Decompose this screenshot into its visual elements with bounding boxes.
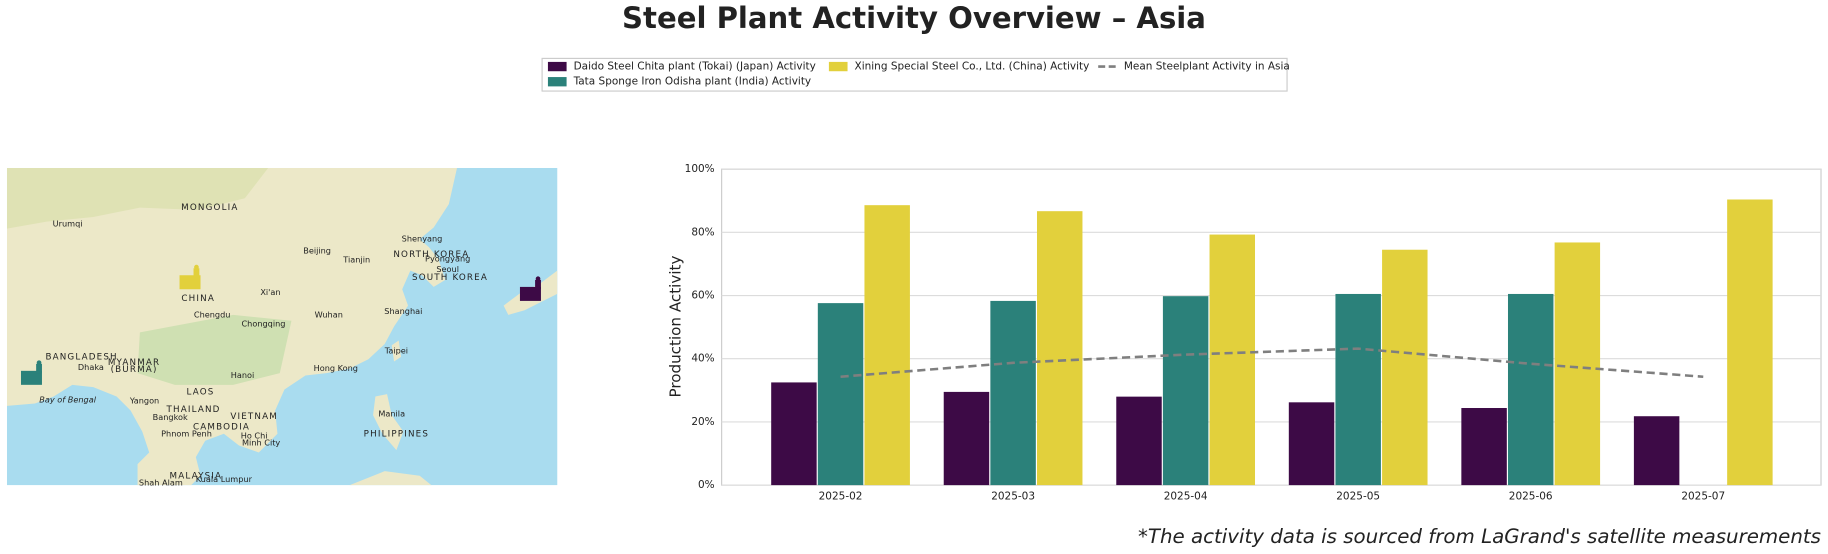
- map-forest: [137, 314, 292, 385]
- bar: [771, 382, 817, 486]
- x-tick-label: 2025-03: [991, 491, 1035, 503]
- bar: [1633, 416, 1680, 486]
- map-label: Hong Kong: [314, 363, 358, 373]
- map-label: Minh City: [242, 438, 280, 448]
- map-label: Pyongyang: [425, 253, 470, 263]
- map-label: Chengdu: [194, 309, 231, 319]
- x-tick-label: 2025-07: [1681, 491, 1725, 503]
- map-label: Bay of Bengal: [39, 394, 96, 404]
- y-tick-label: 100%: [685, 163, 715, 175]
- map-borneo: [349, 471, 432, 486]
- mean-line: [840, 347, 1704, 379]
- map-label: MYANMAR: [108, 358, 160, 368]
- map-label: CAMBODIA: [193, 422, 250, 432]
- map-label: VIETNAM: [230, 412, 278, 422]
- plant-marker-japan: [519, 276, 541, 301]
- map-label: (BURMA): [111, 365, 158, 375]
- legend-label: Daido Steel Chita plant (Tokai) (Japan) …: [574, 61, 816, 73]
- bar: [1382, 249, 1428, 486]
- map-label: Beijing: [303, 245, 331, 255]
- y-tick-label: 80%: [691, 226, 714, 238]
- map-philippines: [373, 394, 404, 451]
- map-label: Wuhan: [315, 309, 343, 319]
- legend-swatch: [547, 61, 567, 72]
- bar: [864, 205, 910, 486]
- chart-title: Steel Plant Activity Overview – Asia: [622, 1, 1206, 35]
- map-label: Seoul: [436, 264, 459, 274]
- map-label: Yangon: [129, 396, 159, 406]
- map: MONGOLIA Urumqi Beijing Tianjin Shenyang NORT…: [6, 167, 558, 487]
- legend-swatch: [547, 77, 567, 87]
- y-tick-label: 20%: [691, 416, 714, 428]
- bar: [1116, 396, 1162, 486]
- map-label: Hanoi: [231, 370, 255, 380]
- legend-swatch: [828, 61, 848, 72]
- annotation: *The activity data is sourced from LaGra…: [1138, 525, 1821, 548]
- map-label: Ho Chi: [241, 431, 268, 441]
- map-label: Shah Alam: [139, 477, 183, 487]
- legend-box: [541, 57, 1288, 92]
- bar: [1036, 211, 1083, 486]
- legend-label: Mean Steelplant Activity in Asia: [1124, 61, 1290, 73]
- bar: [943, 391, 990, 486]
- bar: [817, 303, 864, 486]
- map-label: Chongqing: [241, 319, 285, 329]
- legend-label: Xining Special Steel Co., Ltd. (China) A…: [855, 61, 1090, 73]
- map-label: Xi'an: [260, 287, 280, 297]
- plant-marker-india: [20, 360, 42, 385]
- map-label: NORTH KOREA: [393, 250, 469, 260]
- map-label: CHINA: [181, 294, 215, 304]
- bar: [1162, 296, 1209, 486]
- bar: [1209, 234, 1256, 486]
- map-label: Phnom Penh: [161, 428, 212, 438]
- map-label: Manila: [378, 408, 405, 418]
- x-tick-label: 2025-05: [1336, 491, 1380, 503]
- y-tick-label: 60%: [691, 290, 714, 302]
- bar: [1507, 293, 1554, 486]
- y-axis-label: Production Activity: [667, 256, 685, 398]
- plant-marker-china: [179, 264, 201, 290]
- bar: [1288, 402, 1335, 486]
- map-label: MONGOLIA: [181, 203, 238, 213]
- map-label: Urumqi: [53, 218, 83, 228]
- map-label: THAILAND: [165, 405, 220, 415]
- map-label: PHILIPPINES: [364, 429, 429, 439]
- map-label: Shenyang: [402, 234, 443, 244]
- y-tick-label: 0%: [698, 479, 715, 491]
- map-label: MALAYSIA: [170, 471, 223, 481]
- bar: [1727, 199, 1773, 486]
- map-label: Shanghai: [384, 306, 422, 316]
- x-tick-label: 2025-04: [1164, 491, 1208, 503]
- bar: [990, 300, 1036, 486]
- bar: [1461, 408, 1507, 486]
- map-label: Bangkok: [153, 412, 188, 422]
- map-label: Dhaka: [78, 362, 104, 372]
- y-tick-label: 40%: [691, 353, 714, 365]
- legend-label: Tata Sponge Iron Odisha plant (India) Ac…: [573, 76, 812, 88]
- map-label: Kuala Lumpur: [196, 474, 253, 484]
- x-tick-label: 2025-02: [819, 491, 863, 503]
- map-label: LAOS: [187, 387, 215, 397]
- bar: [1335, 293, 1381, 486]
- x-tick-label: 2025-06: [1509, 491, 1553, 503]
- map-taiwan: [391, 340, 402, 362]
- bar: [1554, 242, 1601, 486]
- map-label: Tianjin: [342, 255, 370, 265]
- map-label: BANGLADESH: [45, 352, 117, 362]
- map-label: SOUTH KOREA: [412, 273, 488, 283]
- map-label: Taipei: [384, 346, 408, 356]
- map-steppe: [6, 167, 269, 229]
